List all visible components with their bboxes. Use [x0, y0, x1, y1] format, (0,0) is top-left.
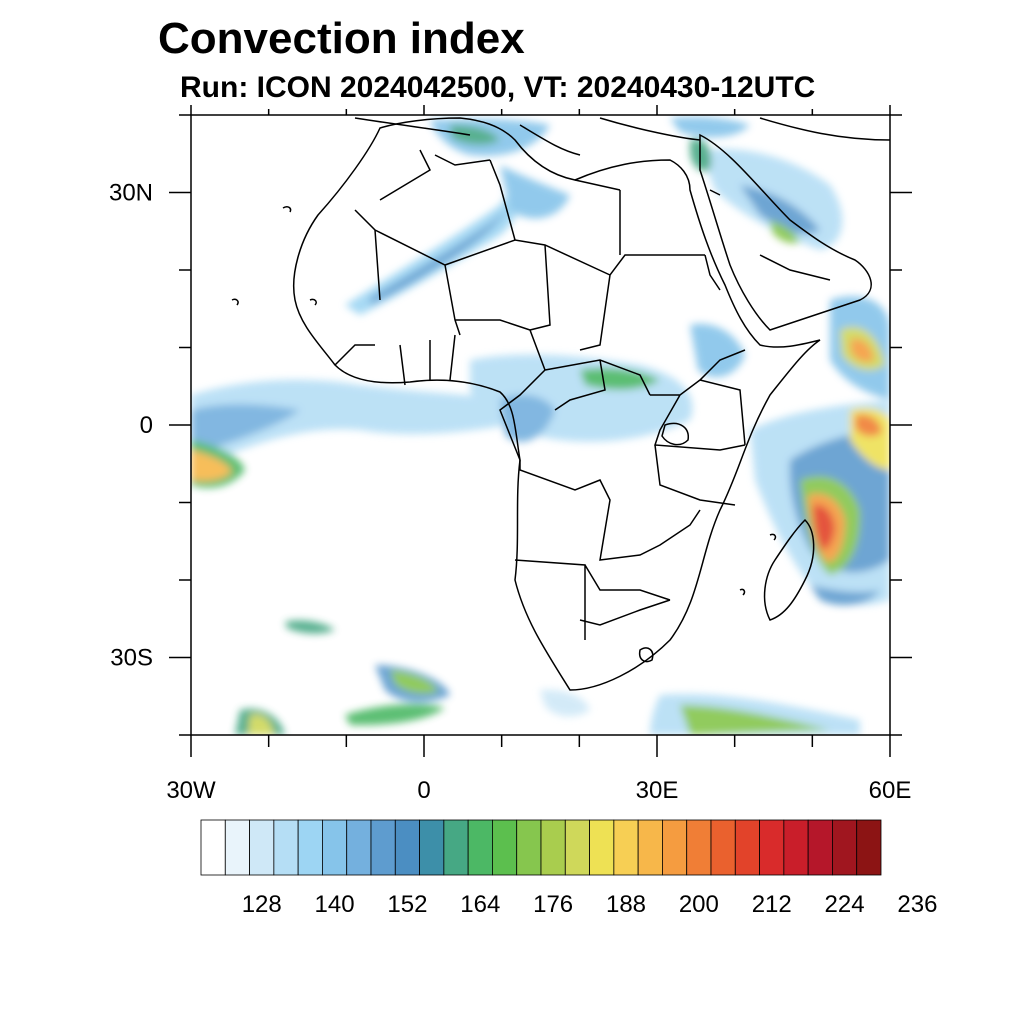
colorbar-swatch: [297, 819, 323, 876]
colorbar-label: 164: [460, 891, 500, 918]
colorbar-swatch: [540, 819, 566, 876]
colorbar-swatch: [273, 819, 299, 876]
colorbar-swatch: [200, 819, 226, 876]
colorbar-label: 152: [387, 891, 427, 918]
madagascar-coastline: [763, 518, 815, 621]
colorbar-swatch: [443, 819, 469, 876]
colorbar-label: 128: [242, 891, 282, 918]
colorbar-label: 188: [606, 891, 646, 918]
colorbar-label: 236: [897, 891, 937, 918]
colorbar-swatch: [759, 819, 785, 876]
x-tick-label: 60E: [869, 777, 912, 804]
colorbar-swatch: [394, 819, 420, 876]
colorbar-swatch: [589, 819, 615, 876]
y-tick-label: 0: [140, 412, 153, 439]
run-subtitle: Run: ICON 2024042500, VT: 20240430-12UTC: [180, 71, 816, 104]
map-title: Convection index: [158, 14, 525, 63]
colorbar-swatch: [516, 819, 542, 876]
colorbar-swatch: [564, 819, 590, 876]
x-tick-label: 30E: [636, 777, 679, 804]
colorbar-swatch: [734, 819, 760, 876]
colorbar-label: 140: [315, 891, 355, 918]
colorbar-swatch: [613, 819, 639, 876]
x-tick-label: 0: [417, 777, 430, 804]
colorbar-swatch: [832, 819, 858, 876]
y-tick-label: 30N: [109, 180, 153, 207]
colorbar-swatch: [467, 819, 493, 876]
colorbar-swatch: [807, 819, 833, 876]
colorbar-swatch: [637, 819, 663, 876]
africa-coastline: [292, 117, 821, 691]
arabia-coastline: [699, 133, 872, 331]
colorbar-label: 212: [752, 891, 792, 918]
colorbar-swatch: [492, 819, 518, 876]
colorbar-swatch: [249, 819, 275, 876]
colorbar-swatch: [662, 819, 688, 876]
colorbar-swatch: [370, 819, 396, 876]
colorbar-swatch: [686, 819, 712, 876]
coastlines: [231, 117, 890, 691]
axis-ticks: 30W 0 30E 60E 30N 0 30S: [109, 105, 912, 804]
colorbar-swatch: [224, 819, 250, 876]
colorbar-swatch: [346, 819, 372, 876]
colorbar-swatch: [419, 819, 445, 876]
colorbar-swatch: [856, 819, 882, 876]
colorbar-label: 224: [825, 891, 865, 918]
colorbar-label: 200: [679, 891, 719, 918]
colorbar-swatch: [783, 819, 809, 876]
y-tick-label: 30S: [110, 645, 153, 672]
x-tick-label: 30W: [166, 777, 216, 804]
colorbar: 128 140 152 164 176 188 200 212 224 236: [200, 819, 937, 918]
colorbar-swatch: [710, 819, 736, 876]
colorbar-label: 176: [533, 891, 573, 918]
colorbar-swatch: [322, 819, 348, 876]
